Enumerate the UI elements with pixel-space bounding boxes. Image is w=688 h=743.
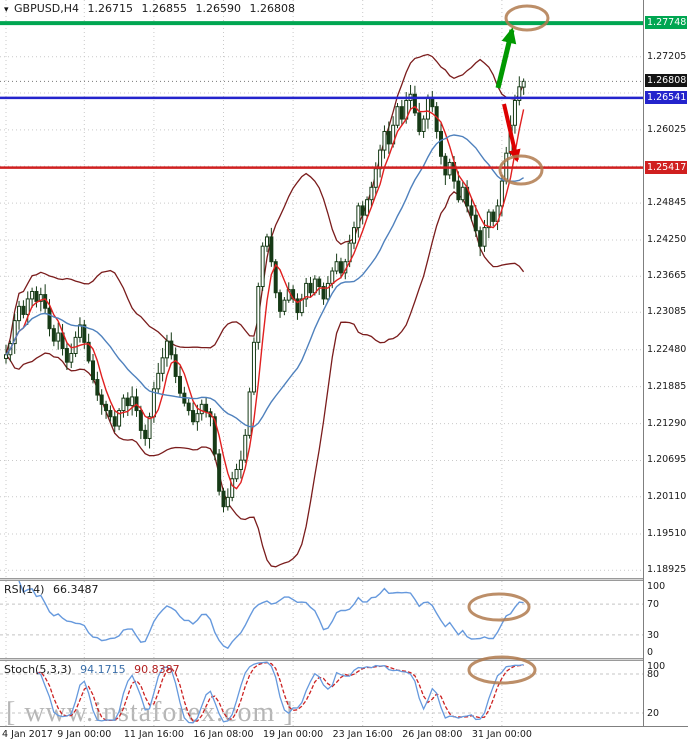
price-scale[interactable]: 1.27205 1.26025 1.24845 1.24250 1.23665 1.230… xyxy=(643,0,688,726)
price-level-badge: 1.26541 xyxy=(645,90,687,104)
stoch-main-line xyxy=(36,661,524,724)
chart-header: ▾ GBPUSD,H4 1.26715 1.26855 1.26590 1.26… xyxy=(4,2,300,15)
time-axis-label: 4 Jan 2017 xyxy=(2,729,53,740)
price-scale-label: 1.19510 xyxy=(647,527,687,539)
ohlc-open: 1.26715 xyxy=(87,2,134,15)
price-level-badge: 1.27748 xyxy=(645,16,687,30)
rsi-scale-label: 100 xyxy=(647,581,666,592)
grid xyxy=(0,0,643,578)
pane-separator[interactable] xyxy=(0,658,688,661)
stochastic-pane[interactable]: Stoch(5,3,3) 94.1715 90.8387 xyxy=(0,661,643,726)
time-axis-label: 26 Jan 08:00 xyxy=(402,729,463,740)
stoch-signal-line xyxy=(36,661,524,722)
rsi-value: 66.3487 xyxy=(52,583,99,596)
ohlc-low: 1.26590 xyxy=(195,2,242,15)
time-axis-label: 23 Jan 16:00 xyxy=(332,729,393,740)
rsi-pane[interactable]: RSI(14) 66.3487 xyxy=(0,581,643,658)
rsi-scale-label: 0 xyxy=(647,647,654,658)
time-axis-label: 19 Jan 00:00 xyxy=(263,729,324,740)
rsi-scale-label: 30 xyxy=(647,629,660,641)
price-scale-label: 1.20110 xyxy=(647,490,687,502)
price-scale-label: 1.23085 xyxy=(647,306,687,318)
price-scale-label: 1.18925 xyxy=(647,564,687,576)
price-chart-canvas[interactable] xyxy=(0,0,643,578)
bollinger-bands xyxy=(5,53,525,568)
price-scale-label: 1.23665 xyxy=(647,270,687,282)
ohlc-high: 1.26855 xyxy=(141,2,188,15)
time-axis-label: 11 Jan 16:00 xyxy=(123,729,184,740)
price-scale-label: 1.21885 xyxy=(647,380,687,392)
pane-separator[interactable] xyxy=(0,578,688,581)
candles-series xyxy=(4,76,526,513)
stoch-signal-value: 90.8387 xyxy=(134,663,180,676)
price-scale-label: 1.20695 xyxy=(647,454,687,466)
rsi-canvas[interactable] xyxy=(0,581,643,658)
symbol-period-label: GBPUSD,H4 xyxy=(14,2,80,15)
price-scale-label: 1.24250 xyxy=(647,234,687,245)
price-scale-label: 1.26025 xyxy=(647,123,687,135)
stoch-scale-label: 20 xyxy=(647,708,660,719)
time-axis-label: 9 Jan 00:00 xyxy=(57,729,112,740)
stoch-name: Stoch(5,3,3) xyxy=(4,663,72,676)
rsi-title: RSI(14) 66.3487 xyxy=(4,583,103,596)
price-scale-label: 1.22480 xyxy=(647,343,687,355)
symbol-marker-icon: ▾ xyxy=(4,5,9,15)
price-level-badge: 1.26808 xyxy=(645,74,687,88)
price-scale-label: 1.24845 xyxy=(647,197,687,209)
stoch-scale-label: 80 xyxy=(647,669,660,680)
stoch-title: Stoch(5,3,3) 94.1715 90.8387 xyxy=(4,663,185,676)
price-scale-label: 1.21290 xyxy=(647,417,687,429)
ohlc-close: 1.26808 xyxy=(249,2,296,15)
time-axis[interactable]: 4 Jan 2017 9 Jan 00:00 11 Jan 16:00 16 Jan … xyxy=(0,726,688,743)
rsi-name: RSI(14) xyxy=(4,583,45,596)
price-level-badge: 1.25417 xyxy=(645,160,687,174)
stoch-main-value: 94.1715 xyxy=(80,663,126,676)
price-scale-label: 1.27205 xyxy=(647,50,687,62)
moving-averages xyxy=(5,105,525,490)
main-chart-pane[interactable]: ▾ GBPUSD,H4 1.26715 1.26855 1.26590 1.26… xyxy=(0,0,643,578)
horizontal-levels xyxy=(0,21,643,169)
rsi-line xyxy=(18,581,524,650)
time-axis-label: 31 Jan 00:00 xyxy=(471,729,532,740)
stoch-scale-label: 100 xyxy=(647,661,666,672)
rsi-scale-label: 70 xyxy=(647,599,660,611)
time-axis-label: 16 Jan 08:00 xyxy=(193,729,254,740)
